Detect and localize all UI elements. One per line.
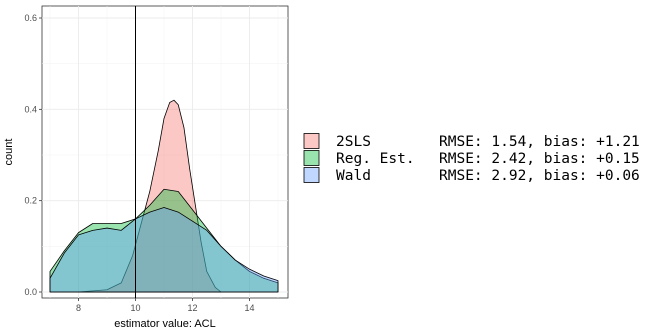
y-tick-label: 0.0	[24, 287, 37, 297]
y-tick-label: 0.2	[24, 196, 37, 206]
legend-stat-1: RMSE: 2.42, bias: +0.15	[439, 151, 640, 167]
y-tick-label: 0.6	[24, 13, 37, 23]
x-tick-label: 12	[187, 303, 197, 313]
x-tick-label: 10	[130, 303, 140, 313]
legend-key-1	[303, 150, 320, 166]
y-axis-title: count	[3, 139, 15, 166]
density-area-1	[49, 188, 279, 293]
axis-ticks: 8 10 12 14 0.0 0.2 0.4 0.6	[24, 13, 254, 313]
plot-panel	[41, 5, 289, 299]
x-axis-title: estimator value: ACL	[114, 318, 216, 330]
x-tick-label: 14	[244, 303, 254, 313]
density-areas	[49, 99, 279, 293]
y-tick-label: 0.4	[24, 104, 37, 114]
x-tick-label: 8	[76, 303, 81, 313]
density-area-0	[78, 99, 222, 293]
legend-label-0: 2SLS	[336, 134, 371, 150]
legend-stat-0: RMSE: 1.54, bias: +1.21	[439, 134, 640, 150]
legend-key-0	[303, 133, 320, 149]
density-area-2	[49, 207, 279, 293]
legend: 2SLS RMSE: 1.54, bias: +1.21 Reg. Est. RMSE…	[303, 133, 640, 184]
legend-stat-2: RMSE: 2.92, bias: +0.06	[439, 168, 640, 184]
legend-label-2: Wald	[336, 168, 371, 184]
legend-key-2	[303, 167, 320, 183]
legend-label-1: Reg. Est.	[336, 151, 415, 167]
